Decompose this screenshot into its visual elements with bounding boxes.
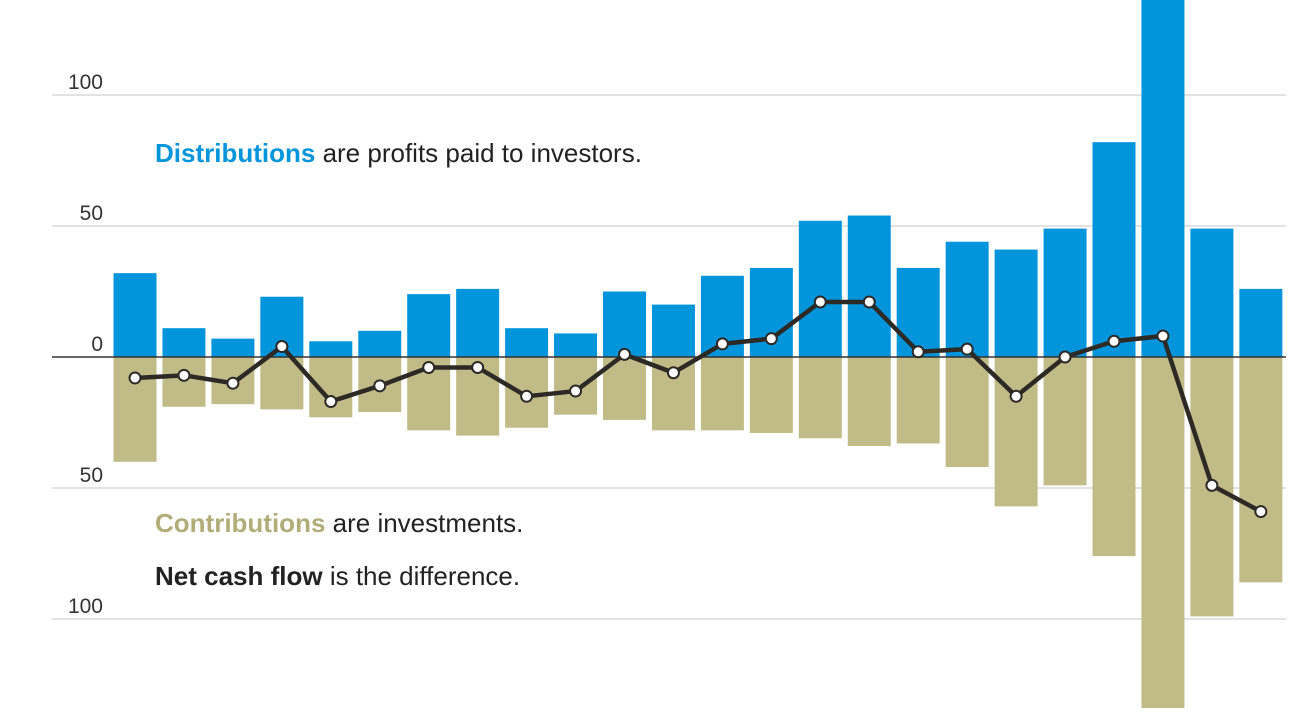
y-tick-label: 50 <box>80 202 103 225</box>
distribution-bar <box>603 291 646 357</box>
net-cash-flow-point <box>911 345 925 359</box>
net-cash-flow-point <box>569 384 583 398</box>
contributions-term: Contributions <box>155 508 326 538</box>
net-cash-flow-point <box>666 366 680 380</box>
net-cash-flow-path <box>132 299 1264 514</box>
net-cash-flow-point <box>715 337 729 351</box>
net-cash-flow-point <box>471 360 485 374</box>
contribution-bar <box>1043 357 1087 486</box>
net-cash-flow-point <box>1058 350 1072 364</box>
net-cash-flow-point <box>520 389 534 403</box>
contribution-bar <box>1092 357 1136 557</box>
net-cash-flow-text: is the difference. <box>322 561 521 591</box>
distribution-bar <box>1043 228 1087 357</box>
distributions-term: Distributions <box>155 138 316 168</box>
net-cash-flow-point <box>1009 389 1023 403</box>
contribution-bar <box>1239 357 1283 583</box>
distribution-bar <box>1239 288 1283 357</box>
net-cash-flow-point <box>177 368 191 382</box>
net-cash-flow-point <box>422 360 436 374</box>
distribution-bar <box>651 304 695 357</box>
contribution-bar <box>1141 357 1185 708</box>
contribution-bar <box>945 357 989 468</box>
net-cash-flow-point <box>862 295 876 309</box>
net-cash-flow-line <box>128 295 1268 519</box>
y-tick-label: 50 <box>80 464 103 487</box>
net-cash-flow-point <box>1205 478 1219 492</box>
distribution-bar <box>505 328 549 357</box>
distribution-bar <box>358 330 402 357</box>
distribution-bar <box>896 267 940 357</box>
distribution-bar <box>309 341 353 357</box>
contribution-bar <box>847 357 891 447</box>
distribution-bar <box>945 241 989 357</box>
distribution-bars <box>113 0 1283 357</box>
distribution-bar <box>798 220 842 357</box>
contributions-note: Contributions are investments. <box>155 508 523 539</box>
contribution-bar <box>749 357 793 433</box>
net-cash-flow-point <box>1107 334 1121 348</box>
contributions-text: are investments. <box>325 508 524 538</box>
net-cash-flow-point <box>764 332 778 346</box>
distribution-bar <box>1141 0 1185 357</box>
net-cash-flow-point <box>618 347 631 361</box>
distribution-bar <box>554 333 598 357</box>
net-cash-flow-point <box>960 342 974 356</box>
contribution-bar <box>162 357 206 407</box>
distribution-bar <box>456 288 500 357</box>
net-cash-flow-point <box>128 371 142 385</box>
y-tick-label: 0 <box>91 333 103 356</box>
net-cash-flow-point <box>275 340 289 354</box>
distributions-note: Distributions are profits paid to invest… <box>155 138 642 169</box>
distribution-bar <box>113 273 157 357</box>
y-tick-label: 100 <box>68 71 103 94</box>
contribution-bars <box>113 357 1283 708</box>
net-cash-flow-term: Net cash flow <box>155 561 323 591</box>
net-cash-flow-point <box>813 295 827 309</box>
net-cash-flow-point <box>226 376 240 390</box>
distribution-bar <box>1190 228 1234 357</box>
grid-lines <box>52 94 1286 620</box>
net-cash-flow-note: Net cash flow is the difference. <box>155 561 520 592</box>
net-cash-flow-point <box>324 395 338 409</box>
y-tick-labels: 100 50 0 50 100 <box>68 71 103 618</box>
net-cash-flow-point <box>1156 329 1170 343</box>
contribution-bar <box>798 357 842 439</box>
distribution-bar <box>994 249 1038 357</box>
y-tick-label: 100 <box>68 595 103 618</box>
distributions-text: are profits paid to investors. <box>315 138 642 168</box>
distribution-bar <box>211 338 255 357</box>
distribution-bar <box>407 294 451 357</box>
distribution-bar <box>162 328 206 357</box>
net-cash-flow-point <box>1254 505 1268 519</box>
distribution-bar <box>847 215 891 357</box>
contribution-bar <box>896 357 940 444</box>
contribution-bar <box>700 357 744 431</box>
distribution-bar <box>1092 142 1136 357</box>
net-cash-flow-point <box>373 379 387 393</box>
